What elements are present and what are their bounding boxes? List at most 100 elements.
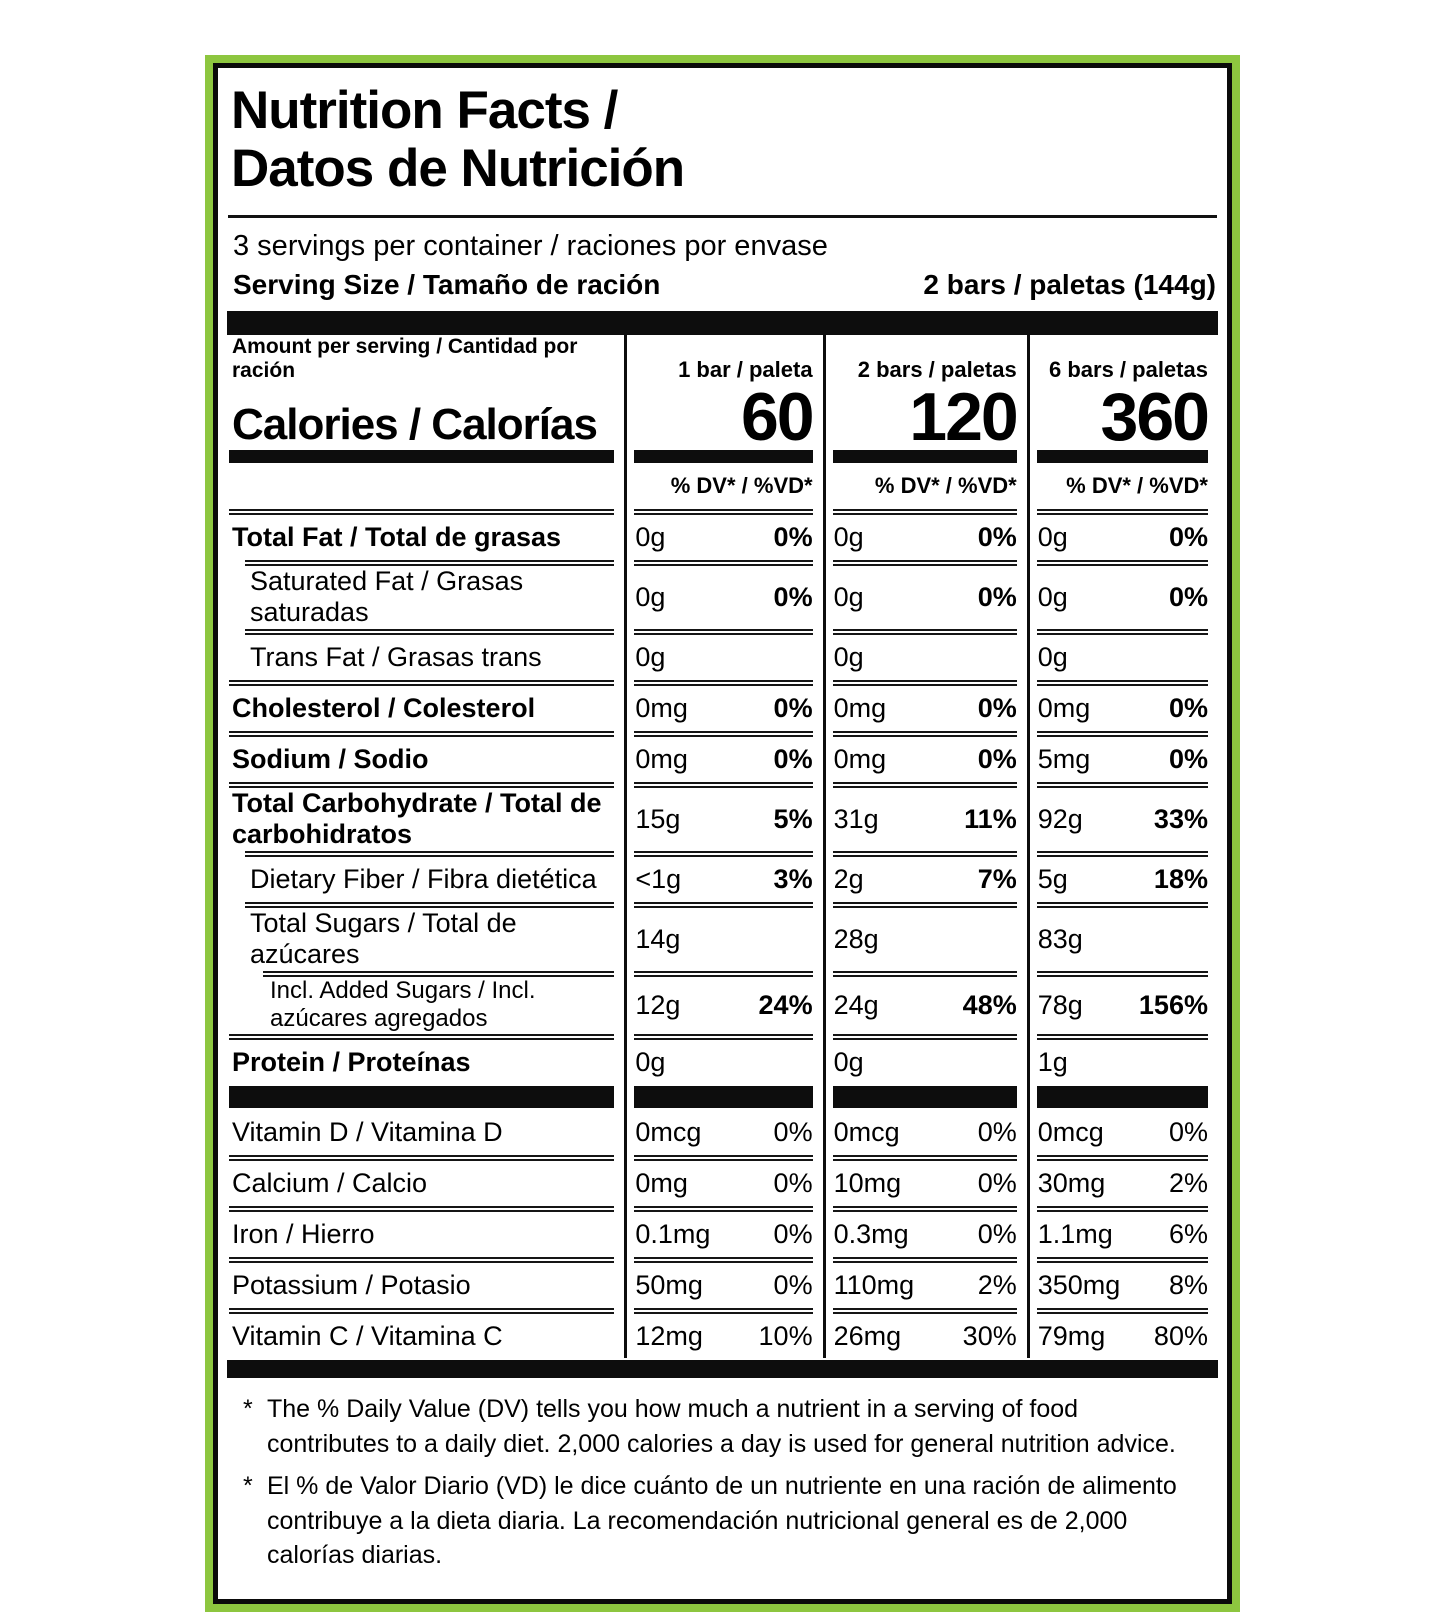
separator-line bbox=[624, 508, 822, 516]
daily-value: 0% bbox=[773, 692, 813, 723]
amount: 0g bbox=[1037, 521, 1068, 552]
amount: 79mg bbox=[1037, 1320, 1106, 1351]
separator-line bbox=[624, 730, 822, 738]
footnote-en: * The % Daily Value (DV) tells you how m… bbox=[243, 1392, 1206, 1461]
separator-line bbox=[227, 1256, 624, 1263]
value-cell: <1g 3% bbox=[624, 857, 822, 902]
nutrient-label: Cholesterol / Colesterol bbox=[232, 692, 536, 723]
daily-value: 0% bbox=[773, 521, 813, 552]
amount: 0mcg bbox=[635, 1116, 702, 1147]
separator-line bbox=[227, 508, 624, 515]
separator-line bbox=[822, 1154, 1027, 1162]
separator-line bbox=[624, 679, 822, 687]
thick-bar-segment bbox=[1026, 1084, 1218, 1111]
column-header-6bars: 6 bars / paletas bbox=[1026, 334, 1218, 385]
amount: 0mg bbox=[635, 692, 688, 723]
separator-line bbox=[227, 559, 624, 566]
amount: 30mg bbox=[1037, 1167, 1106, 1198]
value-cell: 2g 7% bbox=[822, 857, 1027, 902]
amount: 0.3mg bbox=[833, 1218, 909, 1249]
value-cell: 0g 0% bbox=[624, 515, 822, 560]
thick-bar-segment bbox=[227, 449, 624, 464]
value-cell: 0g bbox=[822, 635, 1027, 680]
separator-line bbox=[822, 970, 1027, 978]
value-cell: 110mg 2% bbox=[822, 1263, 1027, 1308]
value-cell: 0g 0% bbox=[624, 566, 822, 629]
footnote-marker: * bbox=[243, 1472, 253, 1501]
separator-line bbox=[1026, 781, 1218, 789]
value-cell: 0.1mg 0% bbox=[624, 1212, 822, 1257]
separator-line bbox=[227, 1205, 624, 1212]
column-header-1bar: 1 bar / paleta bbox=[624, 334, 822, 385]
value-cell: 0g 0% bbox=[1026, 515, 1218, 560]
separator-line bbox=[1026, 679, 1218, 687]
daily-value: 48% bbox=[962, 989, 1017, 1020]
separator-line bbox=[624, 901, 822, 909]
separator-line bbox=[1026, 559, 1218, 567]
calories-label: Calories / Calorías bbox=[232, 400, 598, 450]
separator-line bbox=[822, 508, 1027, 516]
daily-value: 0% bbox=[977, 692, 1017, 723]
daily-value: 3% bbox=[773, 863, 813, 894]
value-cell: 79mg 80% bbox=[1026, 1314, 1218, 1359]
amount: 50mg bbox=[635, 1269, 703, 1300]
separator-line bbox=[1026, 730, 1218, 738]
serving-size-label: Serving Size / Tamaño de ración bbox=[233, 268, 661, 300]
daily-value: 0% bbox=[977, 1116, 1017, 1147]
separator-line bbox=[1026, 508, 1218, 516]
serving-size-value: 2 bars / paletas (144g) bbox=[923, 268, 1216, 300]
amount: 83g bbox=[1037, 923, 1083, 954]
separator-line bbox=[227, 628, 624, 635]
daily-value: 18% bbox=[1153, 863, 1208, 894]
amount: 0g bbox=[635, 1046, 666, 1077]
amount: 15g bbox=[635, 803, 681, 834]
separator-line bbox=[822, 1205, 1027, 1213]
label-title: Nutrition Facts / Datos de Nutrición bbox=[227, 76, 1218, 199]
nutrient-label: Vitamin C / Vitamina C bbox=[232, 1320, 503, 1351]
amount: 0mcg bbox=[833, 1116, 900, 1147]
separator-line bbox=[227, 730, 624, 737]
calories-value-6bars: 360 bbox=[1026, 383, 1218, 450]
value-cell: 92g 33% bbox=[1026, 788, 1218, 851]
separator-line bbox=[1026, 1154, 1218, 1162]
amount: 0g bbox=[833, 581, 864, 612]
thick-bar-segment bbox=[1026, 449, 1218, 465]
value-cell: 0mcg 0% bbox=[624, 1110, 822, 1155]
value-cell: 15g 5% bbox=[624, 788, 822, 851]
amount: 12mg bbox=[635, 1320, 703, 1351]
calories-label-cell: Calories / Calorías bbox=[227, 385, 624, 450]
separator-line bbox=[227, 970, 624, 977]
value-cell: 83g bbox=[1026, 908, 1218, 971]
daily-value: 0% bbox=[773, 581, 813, 612]
value-cell: 0mg 0% bbox=[822, 686, 1027, 731]
dv-header: % DV* / %VD* bbox=[1026, 464, 1218, 509]
dv-header: % DV* / %VD* bbox=[624, 464, 822, 509]
amount: 0.1mg bbox=[635, 1218, 711, 1249]
value-cell: 0g bbox=[624, 635, 822, 680]
nutrient-label: Calcium / Calcio bbox=[232, 1167, 428, 1198]
value-cell: 1g bbox=[1026, 1040, 1218, 1085]
value-cell: 0g bbox=[624, 1040, 822, 1085]
daily-value: 0% bbox=[773, 1167, 813, 1198]
daily-value: 33% bbox=[1153, 803, 1208, 834]
daily-value: 8% bbox=[1168, 1269, 1208, 1300]
separator-line bbox=[227, 850, 624, 857]
daily-value: 0% bbox=[977, 1218, 1017, 1249]
nutrient-label: Potassium / Potasio bbox=[232, 1269, 471, 1300]
amount: 0g bbox=[635, 521, 666, 552]
amount: 0mg bbox=[635, 743, 688, 774]
value-cell: 0g bbox=[822, 1040, 1027, 1085]
amount: 2g bbox=[833, 863, 864, 894]
footnote-marker: * bbox=[243, 1395, 253, 1424]
daily-value: 0% bbox=[1168, 692, 1208, 723]
daily-value: 5% bbox=[773, 803, 813, 834]
value-cell: 0mcg 0% bbox=[1026, 1110, 1218, 1155]
amount: 0g bbox=[833, 1046, 864, 1077]
value-cell: 26mg 30% bbox=[822, 1314, 1027, 1359]
footnote-text: The % Daily Value (DV) tells you how muc… bbox=[267, 1395, 1176, 1458]
daily-value: 0% bbox=[773, 1269, 813, 1300]
value-cell: 1.1mg 6% bbox=[1026, 1212, 1218, 1257]
dv-header: % DV* / %VD* bbox=[822, 464, 1027, 509]
separator-line bbox=[1026, 901, 1218, 909]
calories-value-1bar: 60 bbox=[624, 383, 822, 450]
